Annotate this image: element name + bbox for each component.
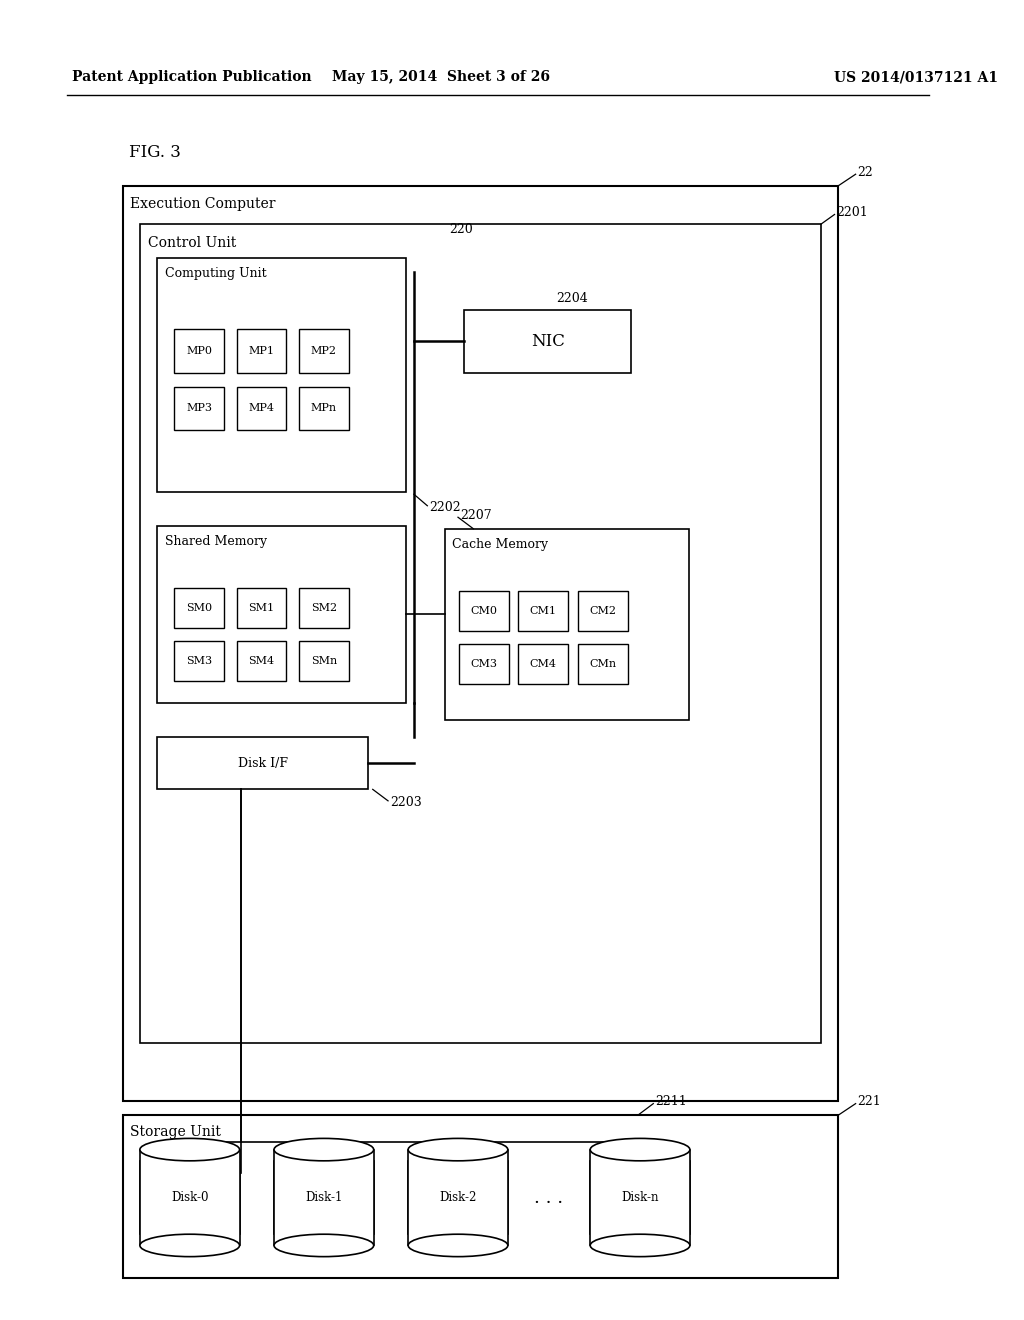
Text: Shared Memory: Shared Memory [165, 536, 267, 548]
Bar [237, 589, 287, 628]
Bar [464, 310, 632, 372]
Text: MP3: MP3 [186, 404, 212, 413]
Text: MP0: MP0 [186, 346, 212, 356]
Bar [157, 737, 368, 789]
Bar [140, 1150, 240, 1246]
Bar [237, 330, 287, 372]
Text: Disk-0: Disk-0 [171, 1191, 209, 1204]
Text: 220: 220 [450, 223, 473, 236]
Text: Computing Unit: Computing Unit [165, 267, 266, 280]
Text: FIG. 3: FIG. 3 [129, 144, 181, 161]
Bar [409, 1160, 508, 1234]
Text: CMn: CMn [589, 659, 616, 669]
Text: NIC: NIC [530, 333, 564, 350]
Bar [157, 257, 407, 492]
Text: MP1: MP1 [249, 346, 274, 356]
Ellipse shape [274, 1138, 374, 1160]
Text: MP4: MP4 [249, 404, 274, 413]
Ellipse shape [590, 1138, 690, 1160]
Text: Disk I/F: Disk I/F [238, 756, 288, 770]
Bar [459, 591, 509, 631]
Text: Cache Memory: Cache Memory [453, 539, 549, 552]
Text: CM1: CM1 [529, 606, 557, 616]
Bar [444, 529, 689, 721]
Text: 221: 221 [857, 1096, 882, 1109]
Text: Patent Application Publication: Patent Application Publication [72, 70, 311, 84]
Text: SM1: SM1 [249, 603, 274, 614]
Bar [578, 591, 628, 631]
Bar [174, 387, 224, 430]
Bar [123, 186, 839, 1101]
Bar [174, 589, 224, 628]
Text: 2202: 2202 [429, 502, 461, 515]
Text: Control Unit: Control Unit [147, 235, 236, 249]
Text: MPn: MPn [311, 404, 337, 413]
Ellipse shape [409, 1138, 508, 1160]
Bar [299, 589, 349, 628]
Ellipse shape [274, 1234, 374, 1257]
Text: 2204: 2204 [556, 292, 588, 305]
Text: SM3: SM3 [186, 656, 212, 667]
Ellipse shape [409, 1234, 508, 1257]
Text: 2207: 2207 [460, 508, 492, 521]
Bar [237, 640, 287, 681]
Text: SM4: SM4 [249, 656, 274, 667]
Text: Disk-2: Disk-2 [439, 1191, 477, 1204]
Bar [174, 640, 224, 681]
Ellipse shape [590, 1234, 690, 1257]
Bar [518, 644, 568, 684]
Bar [299, 330, 349, 372]
Bar [578, 644, 628, 684]
Text: 22: 22 [857, 166, 873, 178]
Text: May 15, 2014  Sheet 3 of 26: May 15, 2014 Sheet 3 of 26 [332, 70, 550, 84]
Bar [409, 1150, 508, 1246]
Text: Disk-n: Disk-n [622, 1191, 658, 1204]
Text: SM0: SM0 [186, 603, 212, 614]
Bar [299, 640, 349, 681]
Text: 2203: 2203 [390, 796, 422, 809]
Bar [299, 387, 349, 430]
Text: Storage Unit: Storage Unit [130, 1125, 221, 1139]
Bar [174, 330, 224, 372]
Bar [157, 525, 407, 704]
Ellipse shape [140, 1234, 240, 1257]
Bar [274, 1150, 374, 1246]
Bar [459, 644, 509, 684]
Bar [140, 1160, 240, 1234]
Text: Execution Computer: Execution Computer [130, 197, 275, 211]
Text: CM3: CM3 [470, 659, 498, 669]
Text: US 2014/0137121 A1: US 2014/0137121 A1 [834, 70, 997, 84]
Text: 2201: 2201 [837, 206, 868, 219]
Text: CM4: CM4 [529, 659, 557, 669]
Bar [274, 1160, 374, 1234]
Ellipse shape [140, 1138, 240, 1160]
Bar [590, 1150, 690, 1246]
Bar [140, 224, 821, 1043]
Text: Disk-1: Disk-1 [305, 1191, 343, 1204]
Text: SMn: SMn [310, 656, 337, 667]
Text: CM2: CM2 [589, 606, 616, 616]
Bar [123, 1115, 839, 1278]
Bar [237, 387, 287, 430]
Text: MP2: MP2 [311, 346, 337, 356]
Text: 2211: 2211 [655, 1096, 687, 1109]
Text: SM2: SM2 [311, 603, 337, 614]
Text: CM0: CM0 [470, 606, 498, 616]
Text: . . .: . . . [535, 1188, 563, 1206]
Bar [590, 1160, 690, 1234]
Bar [518, 591, 568, 631]
